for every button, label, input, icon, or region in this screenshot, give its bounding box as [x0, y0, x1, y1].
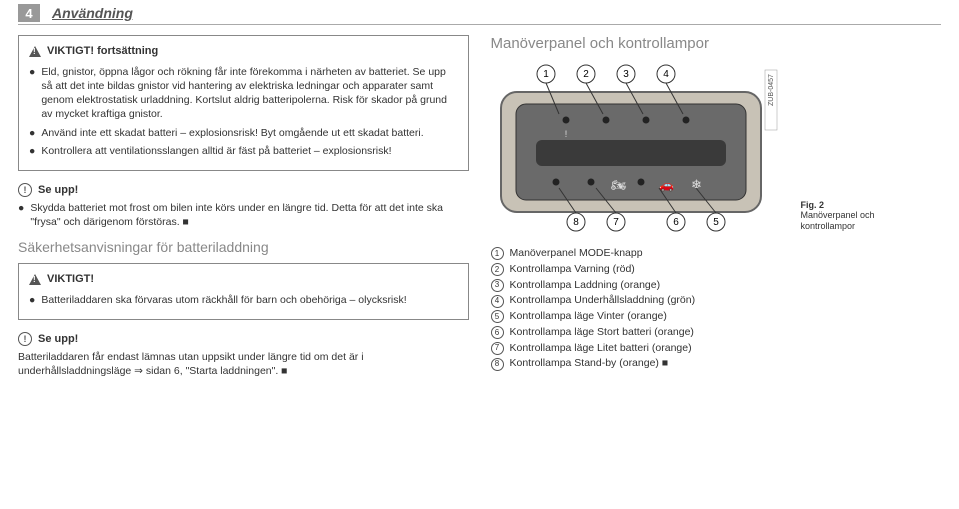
- legend-row: 1 Manöverpanel MODE-knapp: [491, 246, 942, 262]
- control-panel-figure: ! 🏍 🚗 ❄ 1 2 3 4: [491, 62, 791, 232]
- warning-triangle-icon: [29, 46, 41, 57]
- callout-num: 2: [583, 69, 589, 80]
- legend-num: 5: [491, 310, 504, 323]
- box-title: VIKTIGT!: [47, 272, 94, 287]
- bullet-item: ● Skydda batteriet mot frost om bilen in…: [18, 201, 469, 229]
- warning-triangle-icon: [29, 274, 41, 285]
- legend-num: 4: [491, 295, 504, 308]
- svg-text:!: !: [564, 129, 567, 139]
- bullet-icon: ●: [29, 126, 35, 140]
- note-head: ! Se upp!: [18, 332, 469, 346]
- callout-num: 6: [673, 217, 679, 228]
- box-head: VIKTIGT!: [29, 272, 458, 287]
- legend-text: Kontrollampa Varning (röd): [510, 262, 635, 278]
- bullet-text: Skydda batteriet mot frost om bilen inte…: [30, 201, 468, 229]
- bullet-text: Batteriladdaren ska förvaras utom räckhå…: [41, 293, 406, 307]
- legend-row: 3 Kontrollampa Laddning (orange): [491, 278, 942, 294]
- page-header: 4 Användning: [18, 0, 941, 25]
- legend-num: 2: [491, 263, 504, 276]
- figure-caption-text: Manöverpanel och kontrollampor: [801, 210, 875, 231]
- legend-text: Kontrollampa Stand-by (orange) ■: [510, 356, 669, 372]
- info-circle-icon: !: [18, 332, 32, 346]
- legend-row: 6 Kontrollampa läge Stort batteri (orange…: [491, 325, 942, 341]
- bullet-item: ● Eld, gnistor, öppna lågor och rökning …: [29, 65, 458, 122]
- legend-num: 6: [491, 326, 504, 339]
- svg-text:🚗: 🚗: [659, 178, 674, 192]
- legend-num: 8: [491, 358, 504, 371]
- content-columns: VIKTIGT! fortsättning ● Eld, gnistor, öp…: [0, 35, 959, 379]
- legend-row: 5 Kontrollampa läge Vinter (orange): [491, 309, 942, 325]
- section-title: Säkerhetsanvisningar för batteriladdning: [18, 239, 469, 255]
- legend-text: Kontrollampa läge Vinter (orange): [510, 309, 667, 325]
- right-column: Manöverpanel och kontrollampor ! 🏍: [491, 35, 942, 379]
- note-title: Se upp!: [38, 184, 78, 196]
- svg-text:🏍: 🏍: [611, 178, 626, 192]
- legend-text: Kontrollampa läge Stort batteri (orange): [510, 325, 694, 341]
- bullet-icon: ●: [29, 144, 35, 158]
- bullet-text: Kontrollera att ventilationsslangen allt…: [41, 144, 391, 158]
- legend-num: 7: [491, 342, 504, 355]
- important-box: VIKTIGT! ● Batteriladdaren ska förvaras …: [18, 263, 469, 320]
- legend-text: Manöverpanel MODE-knapp: [510, 246, 643, 262]
- box-head: VIKTIGT! fortsättning: [29, 44, 458, 59]
- bullet-item: ● Batteriladdaren ska förvaras utom räck…: [29, 293, 458, 307]
- callout-num: 7: [613, 217, 619, 228]
- callout-num: 3: [623, 69, 629, 80]
- figure-wrap: ! 🏍 🚗 ❄ 1 2 3 4: [491, 62, 942, 232]
- callout-num: 4: [663, 69, 669, 80]
- callout-num: 5: [713, 217, 719, 228]
- legend-row: 2 Kontrollampa Varning (röd): [491, 262, 942, 278]
- important-box-continued: VIKTIGT! fortsättning ● Eld, gnistor, öp…: [18, 35, 469, 171]
- bullet-icon: ●: [18, 201, 24, 229]
- info-circle-icon: !: [18, 183, 32, 197]
- bullet-icon: ●: [29, 65, 35, 122]
- page-number: 4: [18, 4, 40, 22]
- svg-text:❄: ❄: [691, 177, 702, 192]
- legend-row: 8 Kontrollampa Stand-by (orange) ■: [491, 356, 942, 372]
- legend-text: Kontrollampa Laddning (orange): [510, 278, 661, 294]
- figure-code: ZUB-0457: [768, 74, 775, 106]
- legend-text: Kontrollampa Underhållsladdning (grön): [510, 293, 696, 309]
- bullet-item: ● Kontrollera att ventilationsslangen al…: [29, 144, 458, 158]
- legend-row: 4 Kontrollampa Underhållsladdning (grön): [491, 293, 942, 309]
- note-head: ! Se upp!: [18, 183, 469, 197]
- box-title: VIKTIGT! fortsättning: [47, 44, 158, 59]
- bullet-icon: ●: [29, 293, 35, 307]
- bullet-item: ● Använd inte ett skadat batteri – explo…: [29, 126, 458, 140]
- legend-text: Kontrollampa läge Litet batteri (orange): [510, 341, 692, 357]
- callout-num: 1: [543, 69, 549, 80]
- legend: 1 Manöverpanel MODE-knapp 2 Kontrollampa V…: [491, 246, 942, 372]
- legend-row: 7 Kontrollampa läge Litet batteri (orange…: [491, 341, 942, 357]
- callout-num: 8: [573, 217, 579, 228]
- legend-num: 1: [491, 247, 504, 260]
- figure-caption-bold: Fig. 2: [801, 200, 825, 210]
- bullet-text: Eld, gnistor, öppna lågor och rökning få…: [41, 65, 457, 122]
- left-column: VIKTIGT! fortsättning ● Eld, gnistor, öp…: [18, 35, 469, 379]
- bullet-text: Använd inte ett skadat batteri – explosi…: [41, 126, 423, 140]
- figure-caption: Fig. 2 Manöverpanel och kontrollampor: [801, 200, 881, 232]
- right-section-title: Manöverpanel och kontrollampor: [491, 35, 942, 52]
- note-body: Batteriladdaren får endast lämnas utan u…: [18, 350, 469, 378]
- page-title: Användning: [52, 5, 133, 21]
- note-title: Se upp!: [38, 333, 78, 345]
- legend-num: 3: [491, 279, 504, 292]
